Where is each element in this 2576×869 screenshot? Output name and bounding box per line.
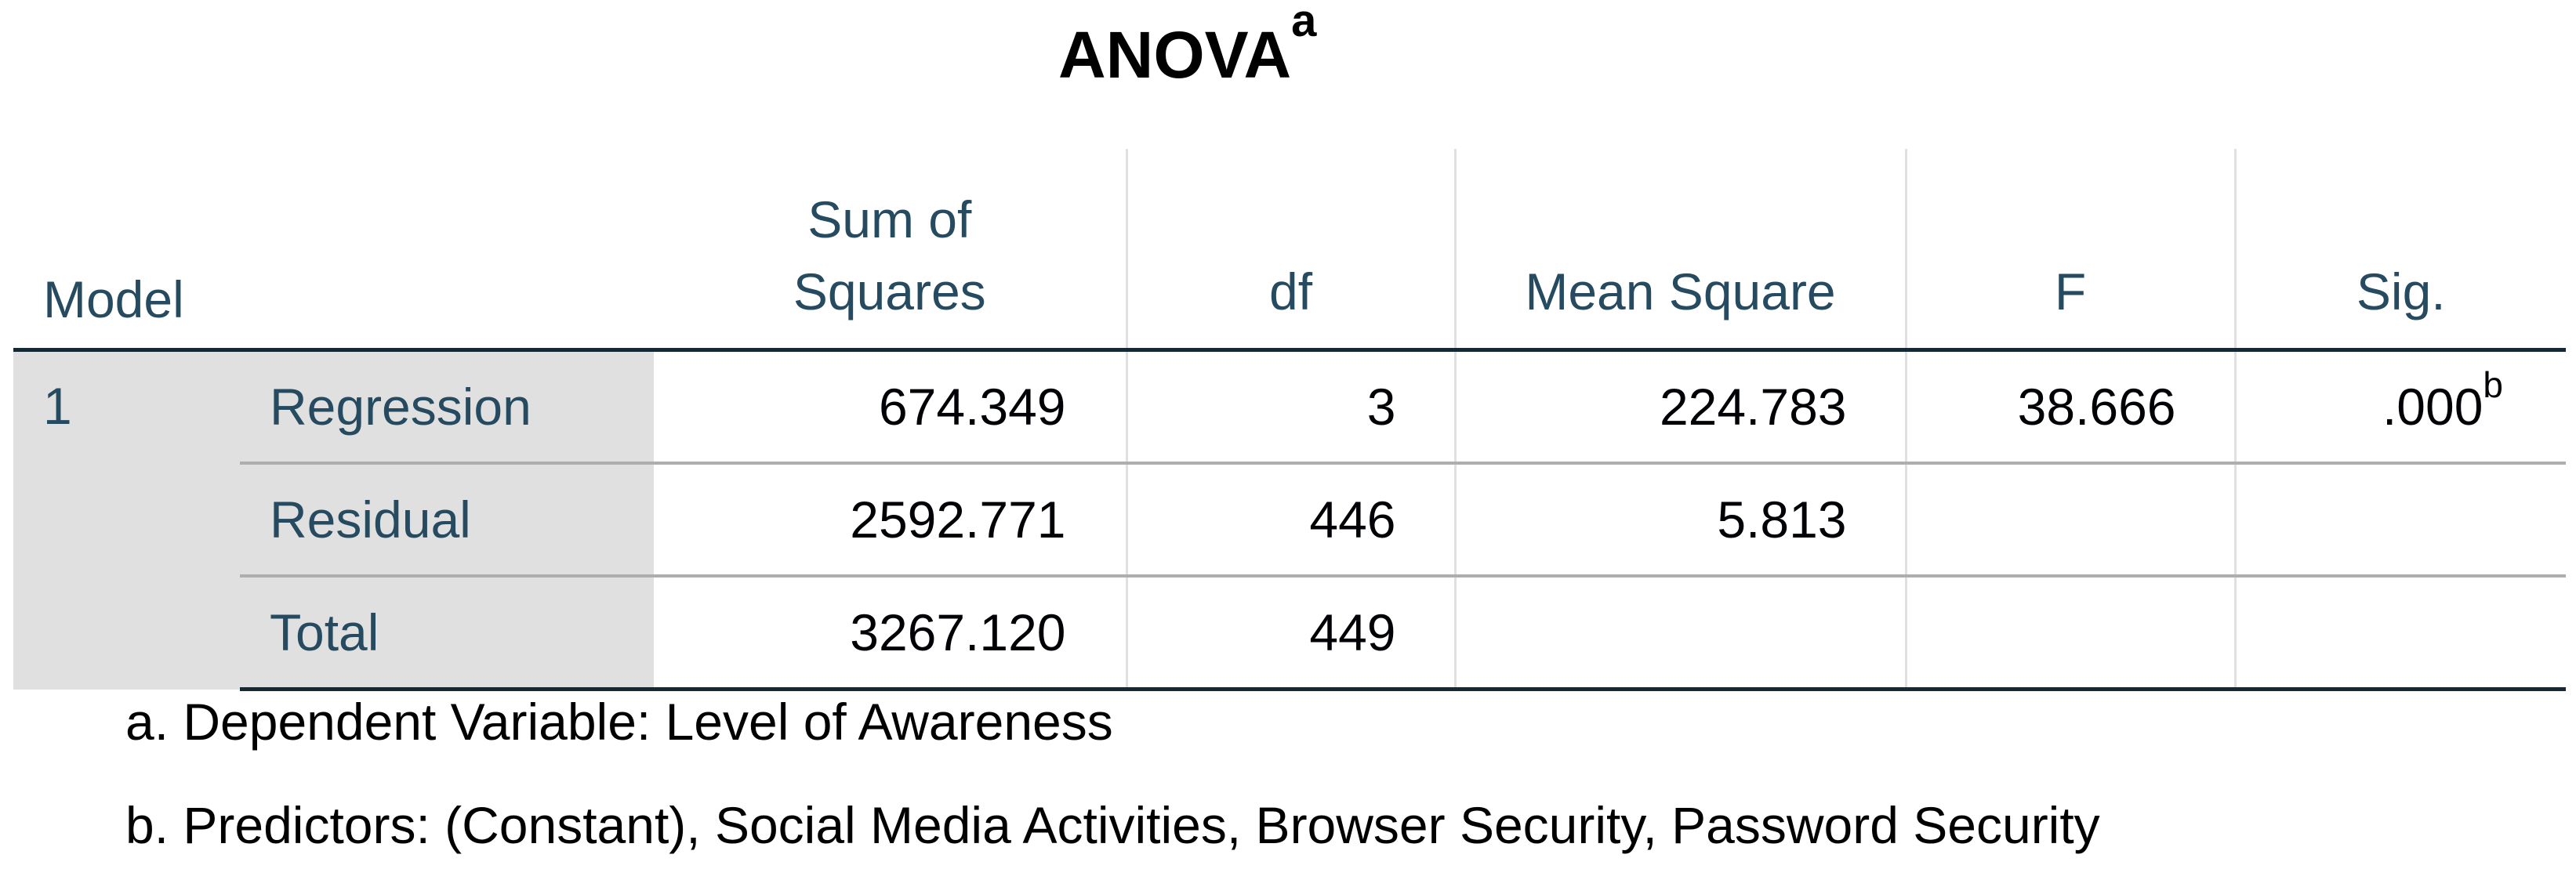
row-label-residual: Residual [240, 463, 655, 578]
header-f: F [1904, 149, 2236, 352]
row-label-regression: Regression [240, 349, 655, 465]
cell-total-mean-square [1453, 576, 1907, 691]
header-model: Model [13, 149, 655, 352]
header-sum-of-squares-line1: Sum of [807, 190, 972, 248]
cell-total-df: 449 [1125, 576, 1456, 691]
anova-table: Model Sum of Squares df Mean Square F Sig… [13, 149, 2567, 691]
footnote-predictors: b. Predictors: (Constant), Social Media … [125, 796, 2100, 854]
footnote-dependent-variable: a. Dependent Variable: Level of Awarenes… [125, 693, 1113, 751]
table-row-regression: 1 Regression 674.349 3 224.783 38.666 .0… [13, 349, 2567, 690]
header-mean-square: Mean Square [1453, 149, 1907, 352]
title-footnote-marker: a [1291, 0, 1317, 46]
cell-total-sum-of-squares: 3267.120 [654, 576, 1127, 691]
regression-sig-value: .000 [2382, 378, 2483, 436]
cell-total-f [1904, 576, 2236, 691]
cell-residual-df: 446 [1125, 463, 1456, 578]
table-row-residual: Residual 2592.771 446 5.813 [13, 463, 2567, 578]
header-df: df [1125, 149, 1456, 352]
header-sum-of-squares-line2: Squares [793, 263, 986, 320]
row-label-total: Total [240, 576, 655, 691]
cell-regression-f: 38.666 [1904, 349, 2236, 465]
sig-footnote-marker: b [2483, 364, 2504, 405]
cell-regression-mean-square: 224.783 [1453, 349, 1907, 465]
cell-regression-sig: .000b [2233, 349, 2567, 465]
table-title-text: ANOVA [1058, 18, 1292, 92]
cell-regression-sum-of-squares: 674.349 [654, 349, 1127, 465]
header-sig: Sig. [2233, 149, 2567, 352]
table-row-total: Total 3267.120 449 [13, 576, 2567, 691]
table-title: ANOVAa [1058, 0, 1529, 102]
header-sum-of-squares: Sum of Squares [654, 149, 1127, 352]
cell-regression-df: 3 [1125, 349, 1456, 465]
model-number-cell: 1 [13, 349, 240, 690]
cell-residual-sum-of-squares: 2592.771 [654, 463, 1127, 578]
cell-total-sig [2233, 576, 2567, 691]
cell-residual-sig [2233, 463, 2567, 578]
cell-residual-mean-square: 5.813 [1453, 463, 1907, 578]
header-row: Model Sum of Squares df Mean Square F Sig… [13, 149, 2567, 352]
cell-residual-f [1904, 463, 2236, 578]
